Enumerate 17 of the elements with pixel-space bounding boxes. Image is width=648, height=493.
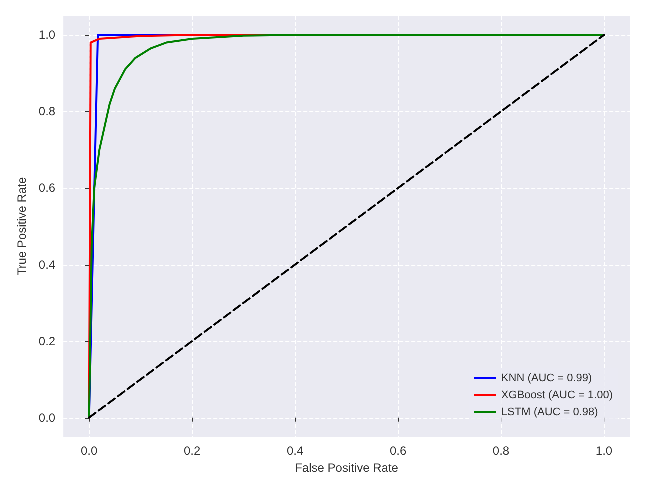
legend-label: XGBoost (AUC = 1.00) — [501, 390, 614, 402]
x-tick-label: 0.8 — [492, 444, 510, 458]
x-tick-label: 0.0 — [80, 444, 98, 458]
y-axis-title: True Positive Rate — [15, 177, 29, 276]
y-tick-label: 1.0 — [38, 28, 56, 42]
y-tick-label: 0.4 — [38, 258, 56, 272]
y-tick-label: 0.8 — [38, 104, 56, 119]
x-axis-title: False Positive Rate — [295, 460, 399, 475]
text: LSTM (AUC = 0.98) — [501, 406, 598, 418]
x-tick-label: 0.6 — [390, 444, 407, 458]
y-tick-label: 0.6 — [38, 181, 56, 196]
legend-label: KNN (AUC = 0.99) — [501, 372, 592, 384]
y-tick-label: 0.2 — [38, 334, 56, 348]
x-tick-label: 1.0 — [596, 444, 613, 458]
x-tick-label: 0.2 — [184, 444, 201, 458]
y-tick-label: 0.0 — [38, 410, 56, 425]
x-tick-label: 0.4 — [286, 444, 304, 458]
